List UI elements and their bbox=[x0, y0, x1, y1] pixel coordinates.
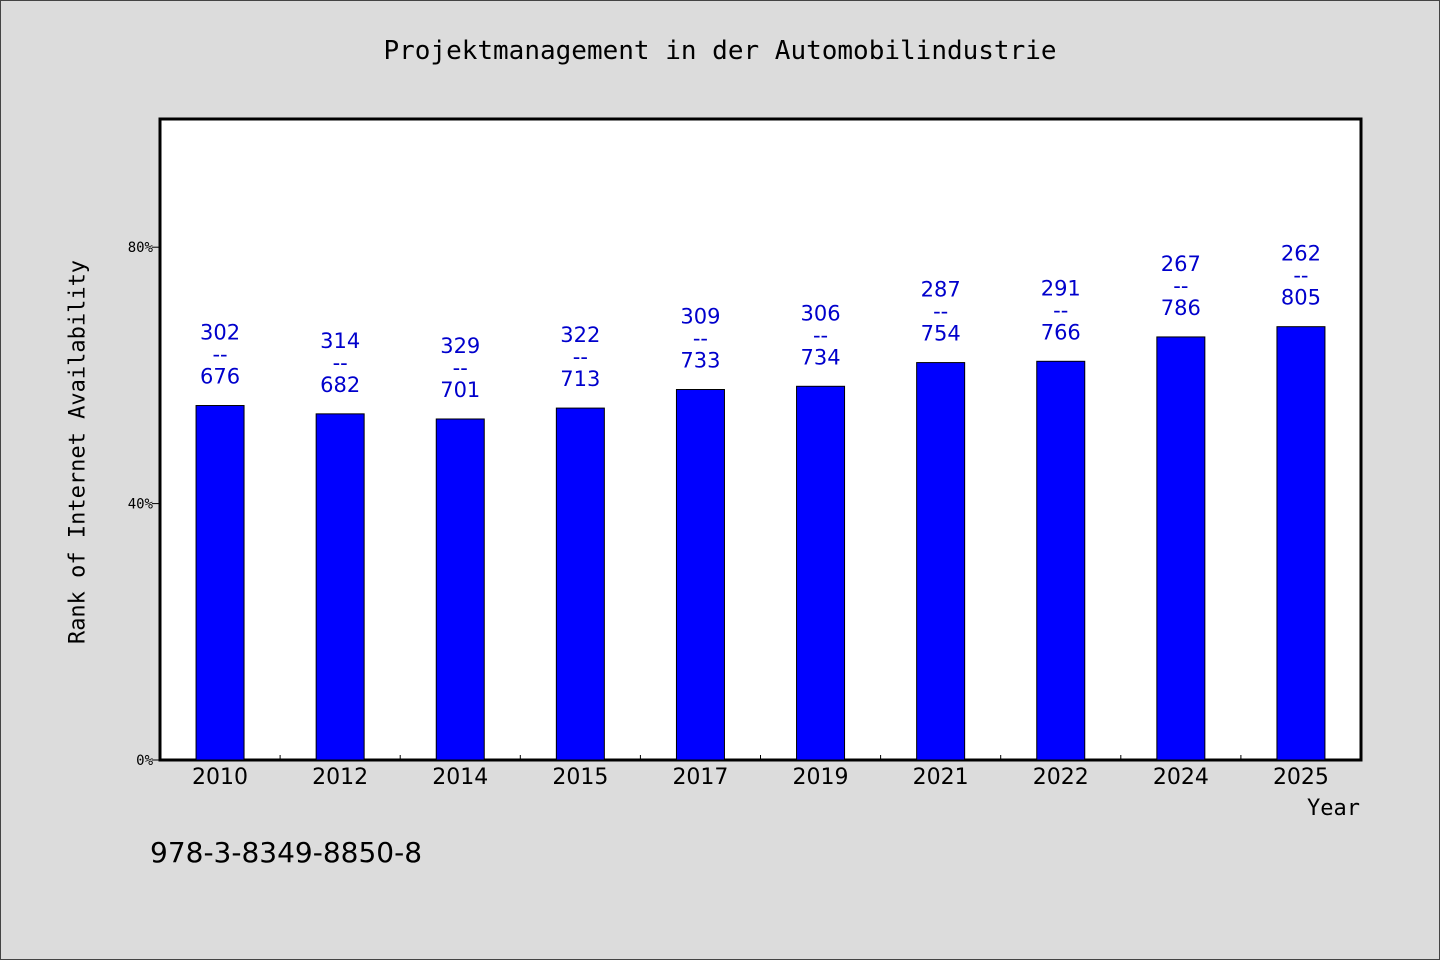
bar bbox=[1156, 336, 1206, 761]
data-label: 302 bbox=[200, 321, 240, 345]
data-label: -- bbox=[1173, 274, 1188, 298]
data-label: 786 bbox=[1161, 296, 1201, 320]
data-label: 733 bbox=[680, 349, 720, 373]
x-tick-label: 2022 bbox=[1033, 765, 1089, 790]
bar bbox=[675, 389, 725, 761]
data-label: 262 bbox=[1281, 242, 1321, 266]
x-tick-label: 2021 bbox=[913, 765, 969, 790]
data-label: 766 bbox=[1041, 320, 1081, 344]
data-label: -- bbox=[212, 343, 227, 367]
data-label: 805 bbox=[1281, 286, 1321, 310]
isbn-code: 978-3-8349-8850-8 bbox=[150, 836, 423, 869]
bar bbox=[435, 418, 485, 761]
data-label: 754 bbox=[921, 322, 961, 346]
data-label: 287 bbox=[921, 278, 961, 302]
data-label: -- bbox=[693, 327, 708, 351]
data-label: 309 bbox=[680, 305, 720, 329]
data-label: 306 bbox=[801, 301, 841, 325]
data-label: 329 bbox=[440, 334, 480, 358]
bar bbox=[195, 405, 245, 761]
x-tick-label: 2010 bbox=[192, 765, 248, 790]
data-label: 676 bbox=[200, 365, 240, 389]
x-tick-label: 2025 bbox=[1273, 765, 1329, 790]
x-tick-label: 2017 bbox=[672, 765, 728, 790]
bar bbox=[1036, 360, 1086, 761]
data-label: -- bbox=[813, 323, 828, 347]
y-tick-label: 80% bbox=[128, 240, 154, 256]
x-axis-label: Year bbox=[1307, 796, 1360, 821]
data-label: -- bbox=[453, 356, 468, 380]
x-tick-label: 2012 bbox=[312, 765, 368, 790]
data-label: 314 bbox=[320, 329, 360, 353]
data-label: -- bbox=[573, 345, 588, 369]
x-tick-label: 2019 bbox=[793, 765, 849, 790]
bar bbox=[796, 385, 846, 761]
x-tick-label: 2015 bbox=[552, 765, 608, 790]
data-label: 734 bbox=[801, 345, 841, 369]
x-tick-label: 2024 bbox=[1153, 765, 1209, 790]
bar bbox=[315, 413, 365, 761]
y-tick-label: 40% bbox=[128, 497, 154, 513]
x-tick-label: 2014 bbox=[432, 765, 488, 790]
bar bbox=[555, 407, 605, 761]
bar bbox=[916, 362, 966, 761]
data-label: -- bbox=[1293, 264, 1308, 288]
data-label: 267 bbox=[1161, 252, 1201, 276]
data-label: 291 bbox=[1041, 276, 1081, 300]
data-label: 322 bbox=[560, 323, 600, 347]
data-label: 682 bbox=[320, 373, 360, 397]
data-label: -- bbox=[333, 351, 348, 375]
y-tick-label: 0% bbox=[136, 753, 153, 769]
data-label: 701 bbox=[440, 378, 480, 402]
data-label: 713 bbox=[560, 367, 600, 391]
data-label: -- bbox=[1053, 298, 1068, 322]
bar bbox=[1276, 326, 1326, 761]
chart-title: Projektmanagement in der Automobilindust… bbox=[383, 36, 1057, 66]
data-label: -- bbox=[933, 300, 948, 324]
